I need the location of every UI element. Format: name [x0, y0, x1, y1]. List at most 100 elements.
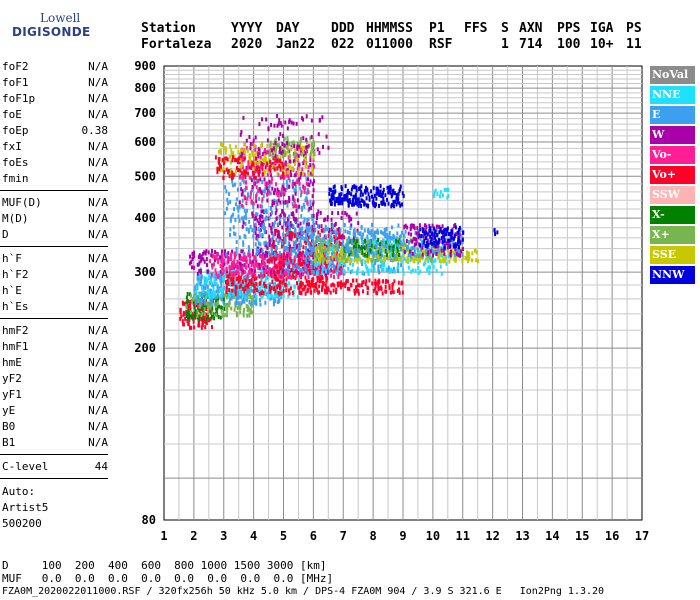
data-point [307, 165, 310, 170]
data-point [316, 235, 319, 240]
data-point [446, 195, 449, 200]
data-point [284, 238, 287, 243]
data-point [393, 253, 396, 258]
data-point [382, 238, 385, 243]
data-point [383, 232, 386, 237]
data-point [447, 254, 450, 259]
data-point [214, 250, 217, 255]
data-point [205, 321, 208, 326]
data-point [319, 252, 322, 257]
data-point [221, 252, 224, 257]
data-point [392, 233, 395, 238]
data-point [304, 154, 307, 159]
data-point [397, 262, 400, 267]
data-point [382, 190, 385, 195]
data-point [312, 179, 315, 184]
data-point [234, 280, 237, 285]
data-point [305, 191, 308, 196]
data-point [253, 175, 256, 180]
data-point [300, 214, 303, 219]
data-point [247, 163, 250, 168]
data-point [377, 230, 380, 235]
data-point [310, 225, 313, 230]
data-point [220, 309, 223, 314]
data-point [363, 202, 366, 207]
data-point [282, 293, 285, 298]
data-point [324, 247, 327, 252]
data-point [251, 260, 254, 265]
data-point [258, 159, 261, 164]
data-point [280, 191, 283, 196]
data-point [230, 167, 233, 172]
data-point [295, 263, 298, 268]
data-point [397, 191, 400, 196]
data-point [292, 159, 295, 164]
data-point [228, 268, 231, 273]
data-point [259, 242, 262, 247]
data-point [201, 306, 204, 311]
data-point [233, 307, 236, 312]
data-point [322, 266, 325, 271]
data-point [301, 252, 304, 257]
data-point [458, 225, 461, 230]
data-point [251, 153, 254, 158]
data-point [186, 299, 189, 304]
data-point [250, 163, 253, 168]
data-point [320, 287, 323, 292]
data-point [366, 187, 369, 192]
data-point [429, 249, 432, 254]
data-point [277, 143, 280, 148]
data-point [266, 181, 269, 186]
data-point [193, 325, 196, 330]
data-point [251, 252, 254, 257]
data-point [347, 203, 350, 208]
data-point [229, 282, 232, 287]
data-point [333, 251, 336, 256]
data-point [360, 235, 363, 240]
data-point [337, 243, 340, 248]
data-point [303, 186, 306, 191]
data-point [285, 228, 288, 233]
data-point [261, 180, 264, 185]
data-point [190, 260, 193, 265]
data-point [280, 244, 283, 249]
data-point [454, 225, 457, 230]
data-point [329, 187, 332, 192]
data-point [375, 230, 378, 235]
data-point [370, 232, 373, 237]
data-point [195, 303, 198, 308]
data-point [182, 301, 185, 306]
data-point [299, 221, 302, 226]
data-point [210, 278, 213, 283]
data-point [292, 224, 295, 229]
x-tick-label: 17 [635, 529, 649, 543]
data-point [431, 261, 434, 266]
data-point [320, 262, 323, 267]
data-point [215, 297, 218, 302]
data-point [311, 232, 314, 237]
data-point [306, 264, 309, 269]
data-point [264, 230, 267, 235]
data-point [244, 212, 247, 217]
data-point [305, 114, 308, 119]
data-point [379, 247, 382, 252]
data-point [194, 292, 197, 297]
data-point [427, 247, 430, 252]
data-point [336, 227, 339, 232]
data-point [320, 267, 323, 272]
data-point [353, 185, 356, 190]
data-point [242, 204, 245, 209]
data-point [335, 239, 338, 244]
data-point [448, 238, 451, 243]
data-point [309, 163, 312, 168]
data-point [280, 288, 283, 293]
data-point [400, 263, 403, 268]
data-point [398, 256, 401, 261]
data-point [269, 282, 272, 287]
data-point [242, 251, 245, 256]
data-point [333, 254, 336, 259]
data-point [430, 258, 433, 263]
data-point [493, 228, 496, 233]
data-point [347, 245, 350, 250]
data-point [381, 241, 384, 246]
